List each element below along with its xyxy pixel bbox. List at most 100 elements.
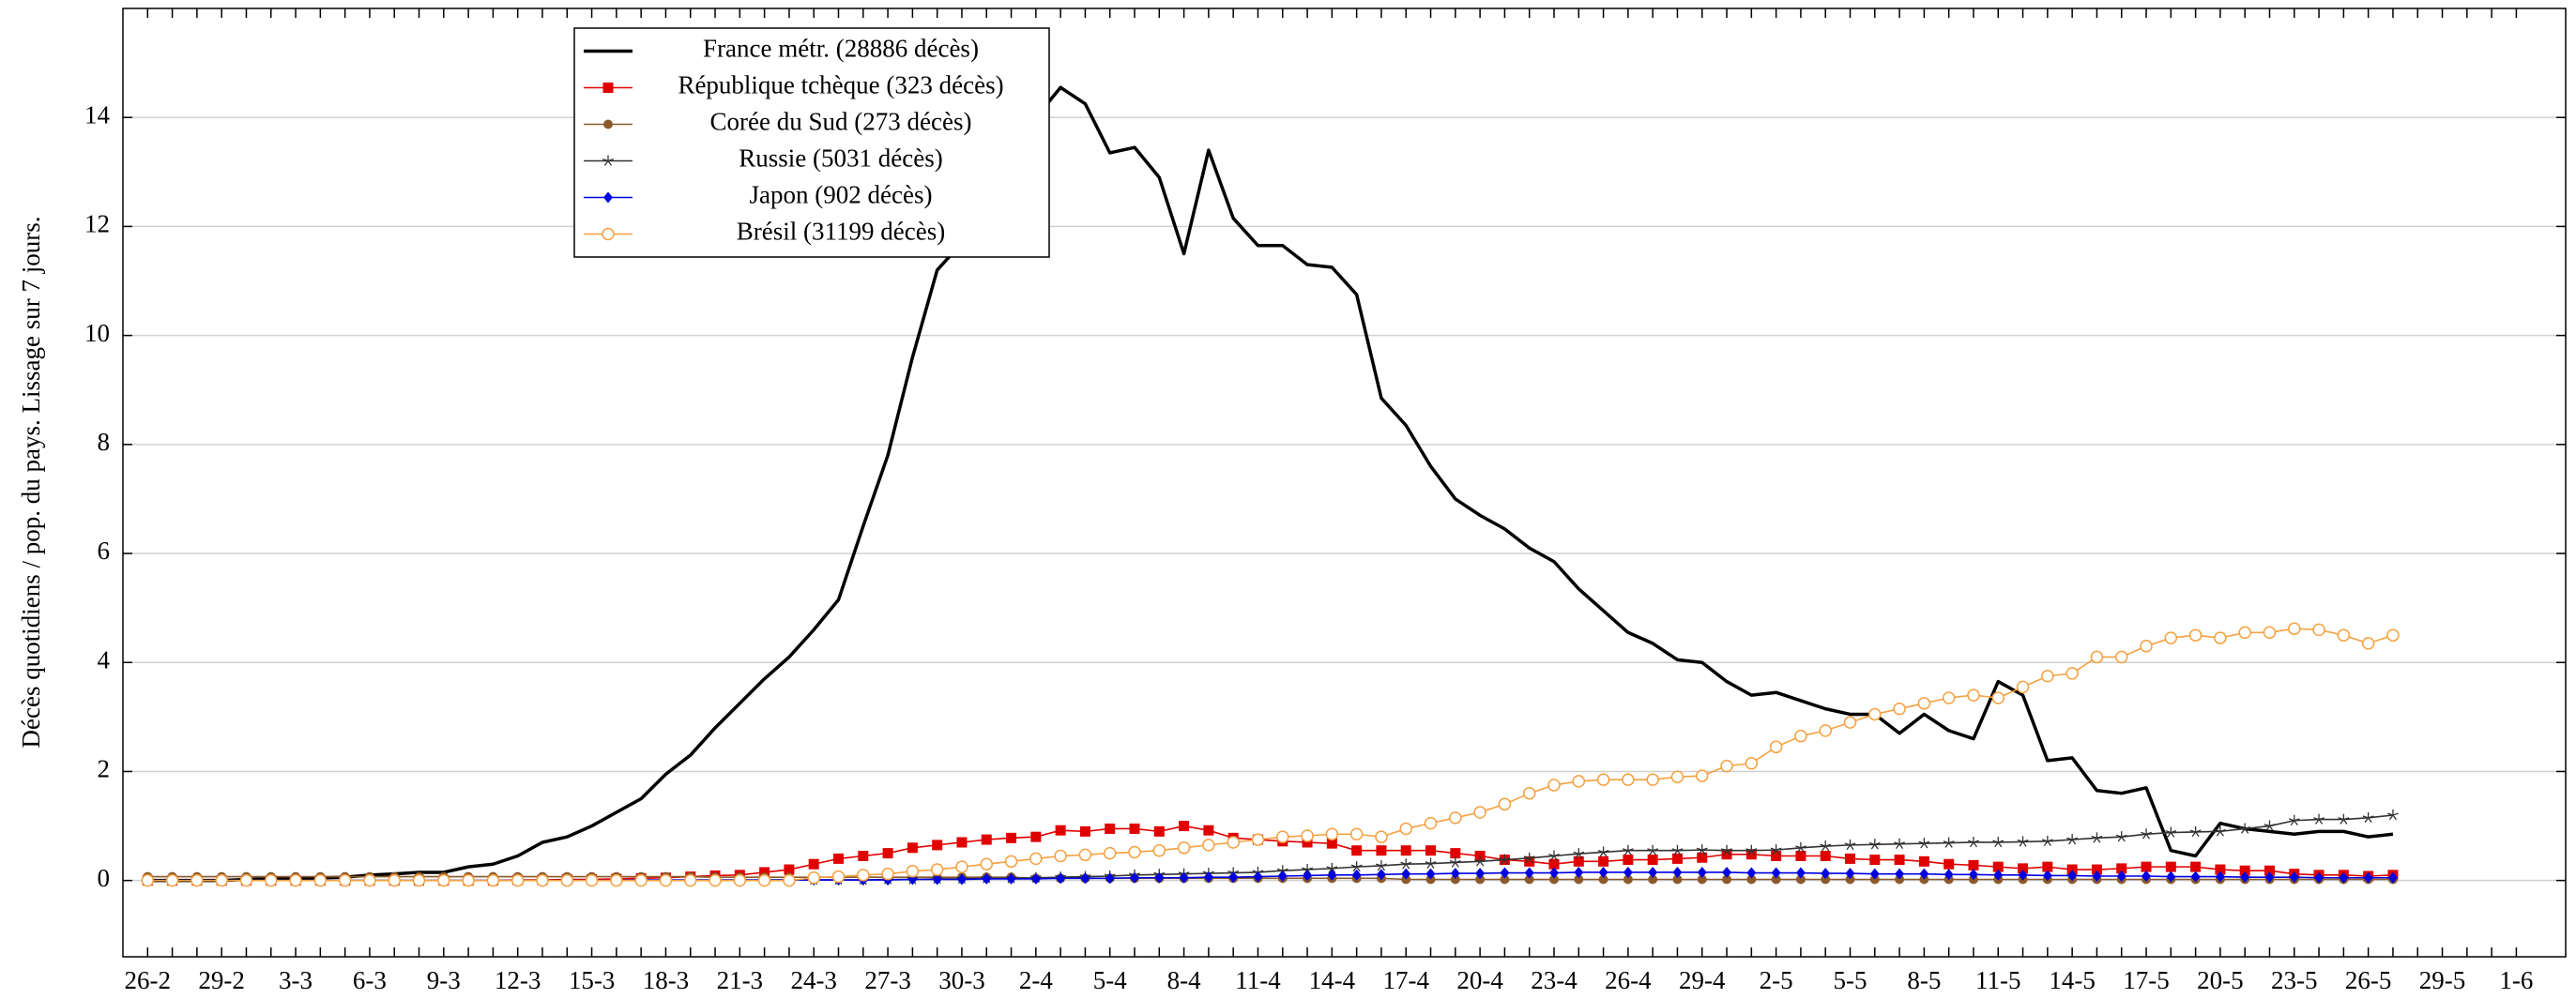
- marker: [1400, 845, 1411, 856]
- x-tick-label: 1-6: [2499, 966, 2533, 994]
- marker: [832, 853, 844, 864]
- marker: [2386, 628, 2400, 642]
- marker: [2363, 871, 2373, 884]
- marker: [1670, 770, 1684, 784]
- marker: [1251, 833, 1265, 846]
- marker: [2189, 825, 2202, 838]
- marker: [141, 873, 155, 887]
- marker: [1424, 816, 1438, 830]
- marker: [1894, 838, 1906, 849]
- marker: [536, 873, 549, 887]
- marker: [1869, 868, 1880, 880]
- x-tick-label: 24-3: [790, 966, 837, 994]
- marker: [462, 873, 475, 887]
- marker: [1523, 852, 1535, 864]
- legend-label: Japon (902 décès): [750, 181, 933, 209]
- marker: [1868, 707, 1882, 721]
- marker: [1253, 870, 1263, 883]
- marker: [932, 840, 943, 851]
- marker: [1449, 856, 1461, 868]
- marker: [313, 873, 328, 887]
- marker: [1917, 697, 1931, 710]
- marker: [1769, 740, 1783, 754]
- marker: [906, 865, 920, 878]
- x-tick-label: 27-3: [864, 966, 911, 994]
- marker: [2090, 650, 2104, 664]
- marker: [1845, 868, 1855, 880]
- y-tick-label: 0: [98, 864, 111, 892]
- marker: [1968, 869, 1978, 881]
- x-tick-label: 23-4: [1531, 966, 1578, 994]
- marker: [1993, 869, 2004, 881]
- marker: [907, 842, 918, 854]
- legend-label: Russie (5031 décès): [739, 144, 942, 173]
- marker: [2314, 871, 2324, 884]
- marker: [2141, 861, 2152, 872]
- marker: [2042, 870, 2052, 882]
- marker: [1351, 869, 1362, 881]
- legend-box: [573, 27, 1050, 258]
- marker: [783, 873, 796, 887]
- marker: [1227, 836, 1240, 849]
- marker: [2042, 861, 2053, 872]
- marker: [1325, 827, 1339, 841]
- marker: [602, 83, 614, 93]
- marker: [602, 155, 614, 166]
- marker: [2166, 870, 2176, 883]
- marker: [1498, 797, 1512, 811]
- marker: [1572, 775, 1586, 788]
- legend-label: République tchèque (323 décès): [678, 71, 1003, 99]
- marker: [2240, 871, 2250, 884]
- marker: [1401, 868, 1411, 880]
- marker: [2116, 870, 2126, 883]
- marker: [2017, 836, 2029, 847]
- marker: [1722, 874, 1732, 885]
- x-tick-label: 5-4: [1093, 966, 1127, 994]
- marker: [1623, 874, 1633, 885]
- marker: [2215, 870, 2225, 883]
- marker: [412, 873, 426, 887]
- marker: [634, 873, 648, 887]
- x-tick-label: 15-3: [569, 966, 616, 994]
- marker: [388, 873, 401, 887]
- marker: [1350, 861, 1363, 872]
- marker: [1029, 852, 1043, 866]
- marker: [1375, 830, 1388, 843]
- marker: [1819, 724, 1832, 737]
- marker: [1449, 811, 1462, 825]
- legend-label: France métr. (28886 décès): [703, 35, 979, 63]
- marker: [1522, 786, 1536, 800]
- marker: [1745, 849, 1757, 860]
- marker: [1500, 874, 1510, 885]
- marker: [2067, 870, 2078, 882]
- marker: [1376, 859, 1387, 871]
- marker: [1450, 848, 1461, 859]
- marker: [1623, 855, 1634, 866]
- marker: [1598, 855, 1609, 867]
- marker: [1499, 854, 1511, 865]
- marker: [1672, 874, 1683, 885]
- marker: [2361, 637, 2375, 650]
- marker: [1795, 874, 1806, 885]
- marker: [1030, 872, 1041, 885]
- marker: [1722, 866, 1732, 878]
- x-tick-label: 3-3: [279, 966, 312, 994]
- marker: [1030, 831, 1042, 842]
- marker: [2115, 831, 2127, 842]
- marker: [1276, 830, 1289, 843]
- y-tick-label: 12: [84, 210, 110, 238]
- marker: [1054, 849, 1067, 863]
- x-tick-label: 6-3: [353, 966, 387, 994]
- marker: [1302, 837, 1313, 848]
- marker: [1820, 840, 1832, 852]
- marker: [1771, 874, 1781, 885]
- legend-label: Brésil (31199 décès): [737, 218, 945, 246]
- marker: [2018, 863, 2029, 874]
- x-tick-label: 11-4: [1235, 966, 1281, 994]
- marker: [1943, 869, 1954, 881]
- x-tick-label: 29-2: [198, 966, 245, 994]
- marker: [363, 873, 376, 887]
- marker: [1720, 759, 1733, 773]
